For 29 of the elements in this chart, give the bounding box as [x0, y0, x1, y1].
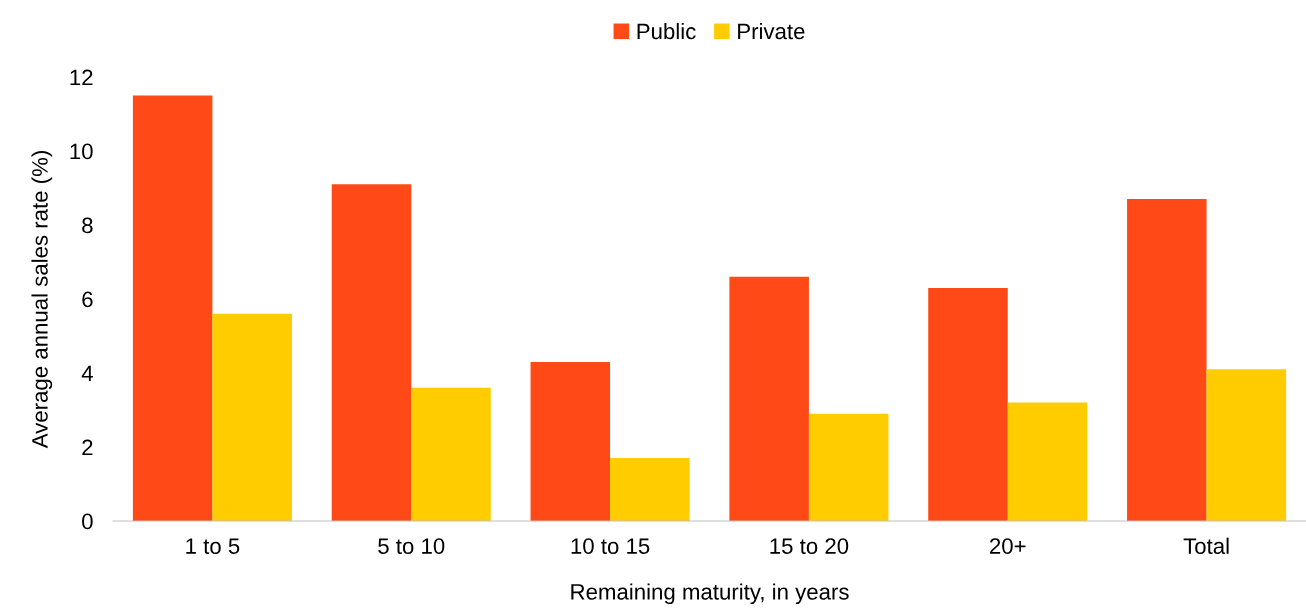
- bar: [1206, 369, 1287, 521]
- x-tick-label: Total: [1183, 537, 1229, 554]
- legend-label: Public: [637, 22, 696, 40]
- bar: [1007, 402, 1088, 521]
- x-tick-label: 5 to 10: [378, 538, 445, 554]
- bar: [729, 276, 809, 521]
- y-axis-title: Average annual sales rate (%): [31, 151, 53, 449]
- y-tick-label: 2: [82, 439, 93, 456]
- x-axis-title: Remaining maturity, in years: [571, 583, 849, 605]
- bar: [411, 387, 491, 521]
- y-tick-label: 6: [82, 291, 93, 308]
- bar: [331, 184, 412, 521]
- x-tick-label: 10 to 15: [571, 538, 650, 554]
- bar: [132, 95, 213, 521]
- bar: [610, 458, 690, 521]
- y-tick-label: 8: [82, 217, 93, 234]
- bar: [808, 413, 889, 521]
- x-tick-label: 1 to 5: [186, 538, 240, 554]
- x-tick-label: 20+: [990, 538, 1026, 554]
- legend-label: Private: [738, 22, 805, 40]
- y-tick-label: 10: [70, 143, 93, 160]
- bar: [530, 361, 611, 521]
- y-tick-label: 4: [81, 365, 93, 382]
- bar: [1127, 199, 1207, 521]
- y-tick-label: 0: [82, 513, 93, 530]
- bar: [928, 287, 1008, 521]
- bar: [212, 313, 292, 521]
- y-tick-label: 12: [70, 69, 93, 86]
- x-tick-label: 15 to 20: [770, 538, 849, 554]
